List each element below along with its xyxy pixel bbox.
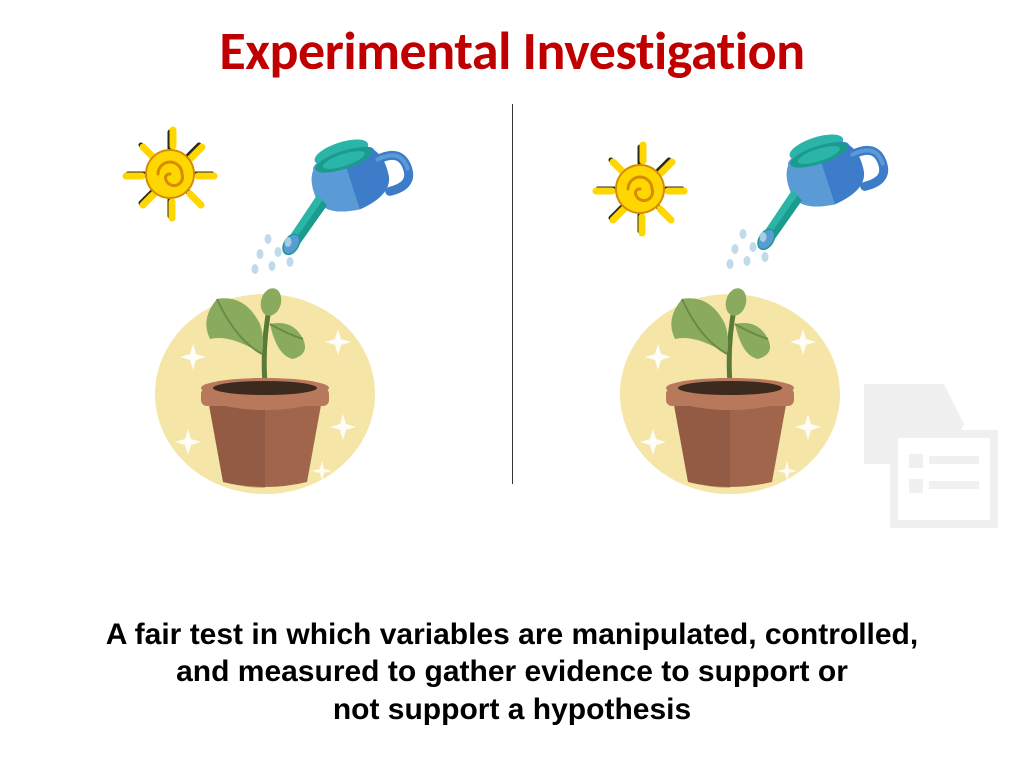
- definition-text: A fair test in which variables are manip…: [0, 616, 1024, 729]
- watering-can-icon: [254, 125, 423, 260]
- sun-icon: [596, 145, 684, 233]
- diagram-container: [0, 94, 1024, 554]
- definition-line-2: and measured to gather evidence to suppo…: [30, 653, 994, 691]
- definition-line-1: A fair test in which variables are manip…: [30, 616, 994, 654]
- experiment-panel-left: [100, 94, 500, 524]
- plant-pot-icon: [620, 286, 840, 494]
- watering-can-icon: [729, 120, 898, 255]
- experiment-panel-right: [540, 94, 940, 524]
- sun-icon: [126, 130, 214, 218]
- plant-pot-icon: [155, 286, 375, 494]
- definition-line-3: not support a hypothesis: [30, 691, 994, 729]
- page-title: Experimental Investigation: [0, 0, 1024, 84]
- vertical-divider: [512, 104, 513, 484]
